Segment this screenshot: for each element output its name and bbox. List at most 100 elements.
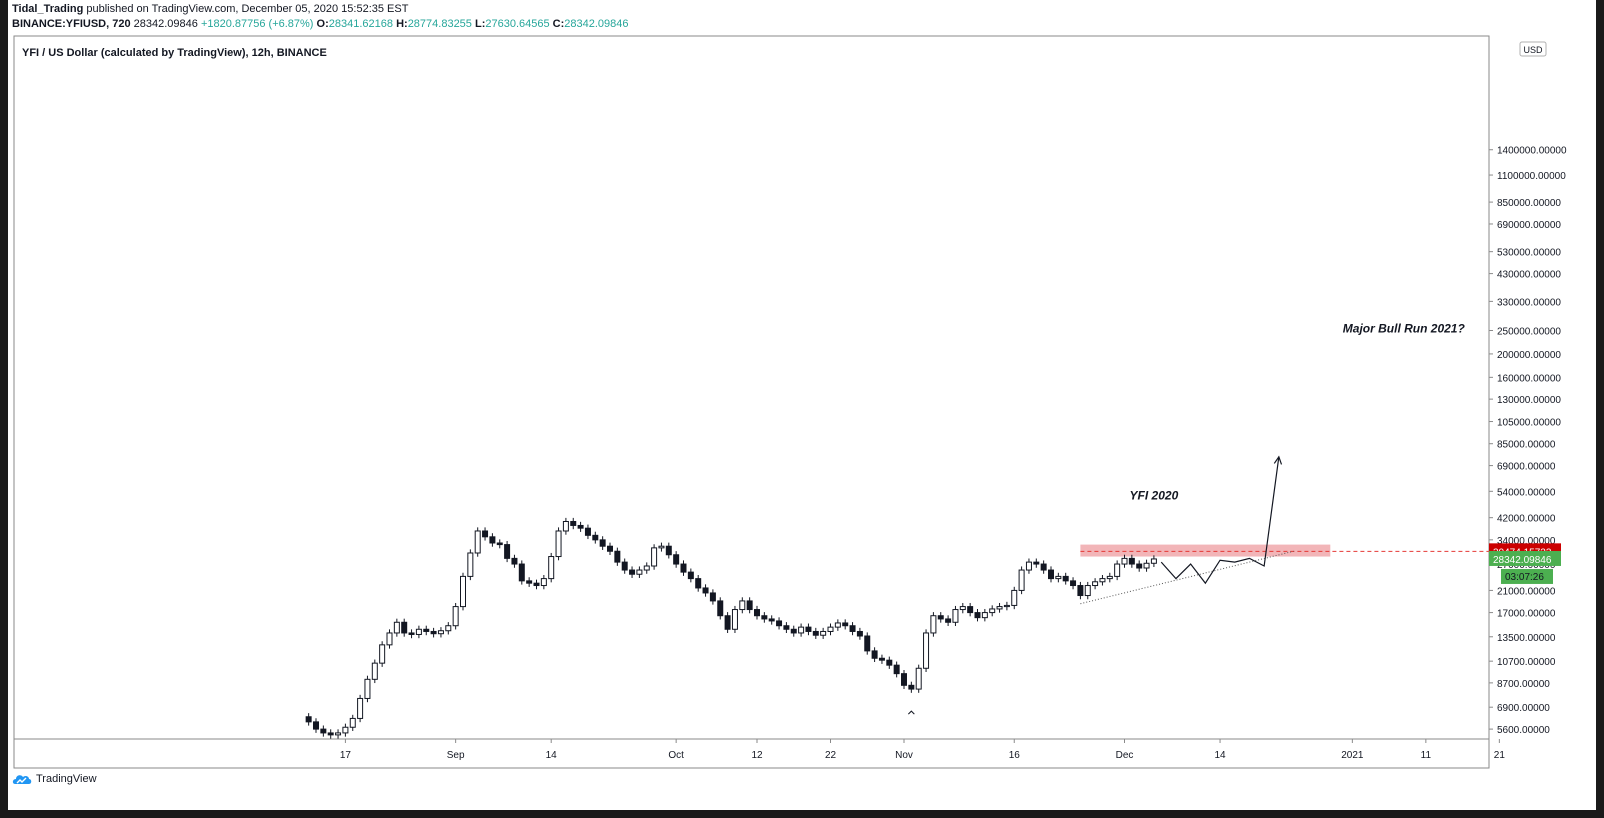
candle-up	[915, 667, 922, 690]
candle-down	[511, 557, 518, 565]
candle-up	[445, 625, 452, 632]
last-price: 28342.09846	[133, 18, 198, 30]
candle-up	[1150, 558, 1157, 564]
candle-down	[577, 524, 584, 529]
currency-label: USD	[1523, 45, 1543, 55]
candle-up	[1018, 569, 1025, 591]
candle-up	[989, 608, 996, 614]
candle-down	[629, 569, 636, 575]
candle-down	[886, 659, 893, 666]
candle-up	[981, 612, 988, 619]
high-value: 28774.83255	[407, 18, 472, 30]
candle-down	[1040, 563, 1047, 571]
time-axis[interactable]: 17 Sep 14 Oct 12 22 Nov 16 Dec 14 2021 11 21	[340, 739, 1506, 761]
price-chart[interactable]: YFI / US Dollar (calculated by TradingVi…	[8, 0, 1596, 810]
candle-down	[408, 632, 415, 635]
price-tick-label: 250000.00000	[1497, 327, 1561, 338]
high-label: H:	[396, 18, 408, 30]
currency-button[interactable]	[1519, 41, 1547, 57]
price-tick-label: 8700.00000	[1497, 679, 1550, 690]
candle-down	[878, 657, 885, 661]
candle-down	[1077, 585, 1084, 597]
candle-up	[651, 547, 658, 567]
candle-down	[504, 544, 511, 559]
tradingview-cloud-icon	[12, 775, 32, 784]
candle-down	[518, 563, 525, 582]
tradingview-brand: TradingView	[36, 773, 97, 785]
price-tick-label: 42000.00000	[1497, 514, 1556, 525]
candle-up	[820, 630, 827, 636]
time-tick-label: 22	[825, 750, 837, 761]
chart-title: YFI / US Dollar (calculated by TradingVi…	[22, 47, 327, 59]
candle-up	[739, 600, 746, 611]
price-tick-label: 200000.00000	[1497, 350, 1561, 361]
candle-down	[401, 621, 408, 634]
candle-down	[967, 606, 974, 614]
candle-down	[805, 626, 812, 632]
publish-info: published on TradingView.com, December 0…	[86, 3, 409, 15]
candle-down	[570, 520, 577, 526]
candle-down	[607, 545, 613, 552]
resistance-zone	[1080, 544, 1331, 557]
candle-up	[379, 644, 386, 664]
chart-annotation: YFI 2020	[1130, 488, 1179, 502]
candle-down	[687, 571, 694, 580]
price-tick-label: 330000.00000	[1497, 297, 1561, 308]
candle-down	[893, 664, 900, 675]
price-tick-label: 430000.00000	[1497, 270, 1561, 281]
candle-up	[460, 575, 466, 608]
price-tick-label: 10700.00000	[1497, 657, 1556, 668]
candle-down	[1128, 557, 1135, 565]
candle-up	[415, 628, 422, 635]
price-tick-label: 13500.00000	[1497, 633, 1556, 644]
candle-down	[901, 673, 907, 686]
candle-down	[313, 721, 319, 730]
candle-down	[680, 563, 687, 573]
projection-arrowhead	[1273, 455, 1283, 465]
candle-down	[871, 650, 878, 659]
candle-down	[768, 618, 775, 622]
candle-up	[1025, 561, 1032, 571]
candle-down	[614, 550, 621, 563]
candle-up	[1121, 557, 1128, 565]
candle-down	[746, 600, 753, 611]
candle-down	[849, 625, 856, 632]
time-tick-label: 12	[751, 750, 763, 761]
countdown-label: 03:07:26	[1505, 572, 1544, 583]
candle-up	[452, 606, 459, 627]
candle-up	[952, 609, 959, 623]
price-tick-label: 17000.00000	[1497, 609, 1556, 620]
candle-up	[1106, 575, 1113, 580]
price-axis[interactable]: 5600.00000 6900.00000 8700.00000 10700.0000…	[1489, 146, 1567, 736]
last-price-badge	[1489, 550, 1561, 566]
candle-down	[482, 530, 489, 538]
candle-up	[827, 626, 834, 632]
candle-down	[621, 561, 628, 571]
candle-up	[386, 632, 393, 646]
author-name[interactable]: Tidal_Trading	[12, 3, 84, 15]
candle-down	[526, 580, 533, 584]
candle-down	[702, 587, 709, 594]
candle-up	[1143, 562, 1150, 569]
tradingview-logo[interactable]: TradingView	[12, 772, 97, 786]
close-label: C:	[552, 18, 565, 30]
time-tick-label: Oct	[668, 750, 684, 761]
candle-down	[974, 612, 981, 619]
chart-annotation: Major Bull Run 2021?	[1343, 322, 1466, 336]
candle-up	[467, 552, 474, 577]
candle-down	[709, 592, 716, 602]
price-tick-label: 530000.00000	[1497, 248, 1561, 259]
candle-up	[371, 662, 378, 680]
candle-down	[496, 542, 503, 546]
candle-up	[996, 606, 1003, 610]
candle-down	[673, 554, 680, 565]
candle-up	[357, 697, 364, 719]
candle-down	[592, 534, 599, 541]
drawings-layer: YFI 2020 Major Bull Run 2021?	[907, 322, 1466, 715]
candle-down	[864, 635, 871, 652]
candle-down	[937, 615, 944, 620]
candle-down	[1136, 563, 1143, 569]
candle-down	[945, 618, 952, 623]
candle-up	[1011, 589, 1018, 606]
candle-up	[1114, 563, 1121, 577]
